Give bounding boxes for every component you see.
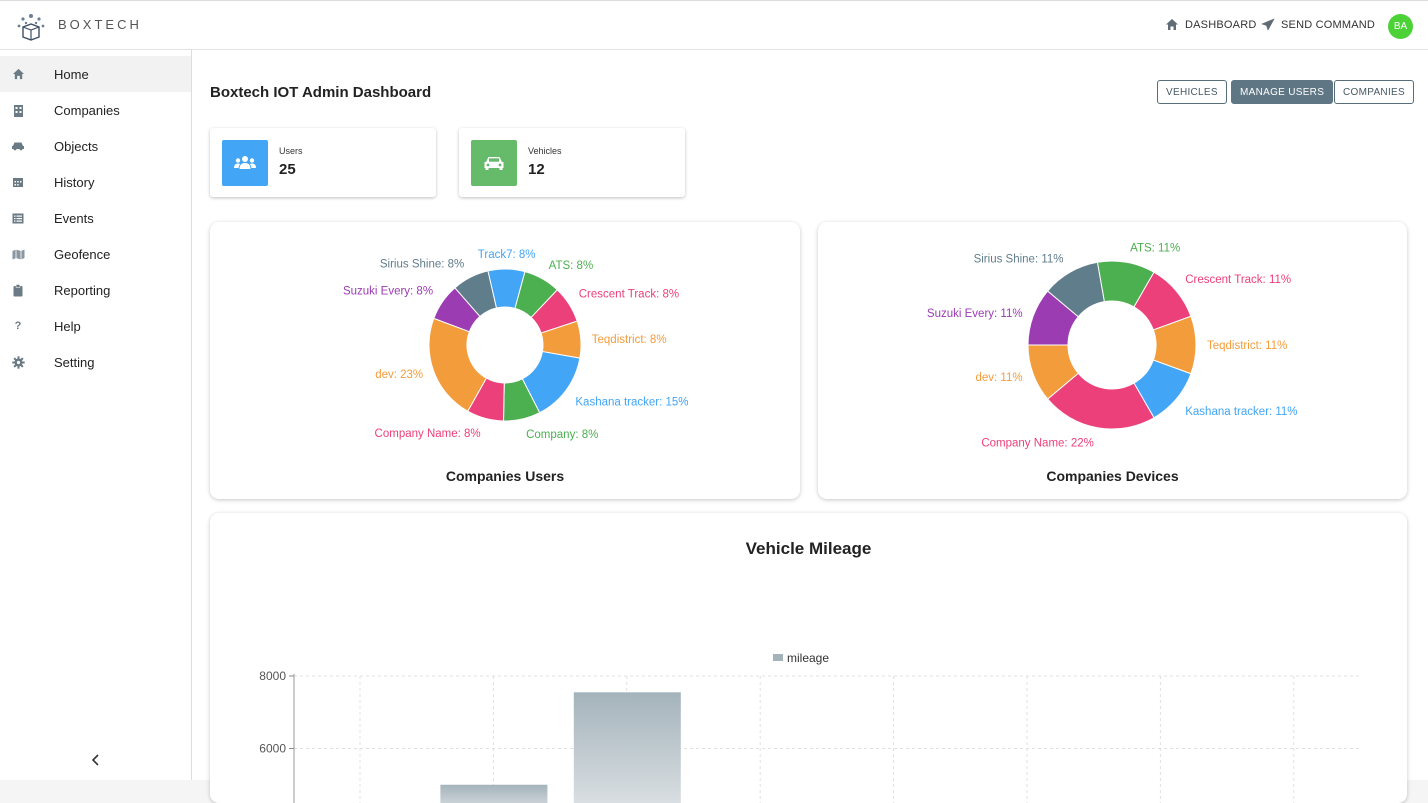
sidebar-item-companies[interactable]: Companies <box>0 92 191 128</box>
vehicle-mileage-chart: 400060008000mileage <box>259 651 1362 803</box>
list-icon <box>11 211 25 225</box>
nav-dashboard[interactable]: DASHBOARD <box>1165 18 1256 31</box>
users-stat-label: Users <box>279 146 303 156</box>
vehicles-button[interactable]: VEHICLES <box>1157 80 1227 104</box>
companies-users-title: Companies Users <box>445 468 565 484</box>
sidebar-item-events[interactable]: Events <box>0 200 191 236</box>
nav-send-command[interactable]: SEND COMMAND <box>1261 18 1375 31</box>
sidebar-item-geofence[interactable]: Geofence <box>0 236 191 272</box>
y-tick-label: 8000 <box>259 669 286 683</box>
sidebar: Home Companies Objects History Events Ge… <box>0 50 192 780</box>
sidebar-item-help[interactable]: ? Help <box>0 308 191 344</box>
users-icon <box>222 140 268 186</box>
sidebar-item-label: Home <box>54 66 89 82</box>
sidebar-item-history[interactable]: History <box>0 164 191 200</box>
donut-slice[interactable] <box>1046 261 1105 318</box>
companies-users-card: Track7: 8% ATS: 8% Crescent Track: 8% Teqdi… <box>210 222 800 499</box>
companies-button[interactable]: COMPANIES <box>1334 80 1414 104</box>
collapse-sidebar-icon[interactable] <box>88 752 104 768</box>
sidebar-item-label: Setting <box>54 354 95 370</box>
sidebar-item-label: Objects <box>54 138 99 154</box>
slice-label: ATS: 11% <box>1130 242 1180 254</box>
home-icon <box>11 67 25 81</box>
home-icon <box>1166 19 1178 30</box>
main-content: Boxtech IOT Admin Dashboard VEHICLES MAN… <box>192 50 1428 803</box>
send-icon <box>1261 18 1275 31</box>
gear-icon <box>11 355 25 369</box>
map-icon <box>11 247 25 261</box>
top-bar: BOXTECH DASHBOARD SEND COMMAND BA <box>0 0 1428 50</box>
slice-label: Sirius Shine: 8% <box>380 258 464 270</box>
companies-devices-chart: ATS: 11% Crescent Track: 11% Teqdistrict: … <box>927 242 1298 450</box>
slice-label: Sirius Shine: 11% <box>974 253 1064 265</box>
sidebar-item-home[interactable]: Home <box>0 56 191 92</box>
slice-label: Teqdistrict: 11% <box>1207 340 1287 352</box>
mileage-bar[interactable] <box>440 784 548 803</box>
legend-label[interactable]: mileage <box>787 651 829 665</box>
car-icon <box>11 139 25 153</box>
vehicles-stat-value: 12 <box>528 161 545 178</box>
page-title: Boxtech IOT Admin Dashboard <box>210 84 432 101</box>
sidebar-item-label: Events <box>54 210 94 226</box>
y-tick-label: 6000 <box>259 742 286 756</box>
calendar-icon <box>11 175 25 189</box>
slice-label: Kashana tracker: 11% <box>1185 406 1297 418</box>
companies-users-chart: Track7: 8% ATS: 8% Crescent Track: 8% Teqdi… <box>343 249 689 441</box>
vehicle-mileage-title: Vehicle Mileage <box>745 539 872 558</box>
users-stat-value: 25 <box>279 161 296 178</box>
brand-name: BOXTECH <box>58 17 142 32</box>
companies-devices-title: Companies Devices <box>1046 468 1179 484</box>
users-stat-card[interactable]: Users 25 <box>210 128 436 197</box>
sidebar-item-reporting[interactable]: Reporting <box>0 272 191 308</box>
user-avatar[interactable]: BA <box>1388 14 1413 39</box>
slice-label: Kashana tracker: 15% <box>575 396 688 408</box>
slice-label: Teqdistrict: 8% <box>592 334 667 346</box>
car-icon <box>471 140 517 186</box>
slice-label: Company: 8% <box>526 429 598 441</box>
vehicle-mileage-card: Vehicle Mileage 400060008000mileage <box>210 513 1407 803</box>
vehicles-stat-label: Vehicles <box>528 146 562 156</box>
companies-devices-card: ATS: 11% Crescent Track: 11% Teqdistrict: … <box>818 222 1407 499</box>
building-icon <box>11 103 25 117</box>
donut-slice[interactable] <box>454 270 498 318</box>
slice-label: Track7: 8% <box>478 249 536 261</box>
sidebar-item-label: Geofence <box>54 246 111 262</box>
sidebar-item-label: Reporting <box>54 282 111 298</box>
mileage-bar[interactable] <box>573 692 681 803</box>
sidebar-item-label: History <box>54 174 95 190</box>
slice-label: Suzuki Every: 8% <box>343 286 433 298</box>
slice-label: ATS: 8% <box>549 260 594 272</box>
slice-label: dev: 11% <box>975 372 1022 384</box>
vehicles-stat-card[interactable]: Vehicles 12 <box>459 128 685 197</box>
slice-label: dev: 23% <box>375 369 423 381</box>
manage-users-button[interactable]: MANAGE USERS <box>1231 80 1334 104</box>
slice-label: Company Name: 22% <box>981 438 1094 450</box>
nav-send-command-label: SEND COMMAND <box>1281 18 1376 31</box>
sidebar-item-setting[interactable]: Setting <box>0 344 191 380</box>
slice-label: Company Name: 8% <box>375 428 481 440</box>
legend-swatch <box>773 654 783 661</box>
sidebar-item-label: Help <box>54 318 81 334</box>
slice-label: Crescent Track: 11% <box>1185 274 1291 286</box>
slice-label: Crescent Track: 8% <box>579 288 679 300</box>
question-icon: ? <box>14 320 22 332</box>
boxtech-logo[interactable] <box>14 10 48 44</box>
clipboard-icon <box>11 283 25 297</box>
sidebar-item-objects[interactable]: Objects <box>0 128 191 164</box>
nav-dashboard-label: DASHBOARD <box>1185 18 1257 31</box>
sidebar-item-label: Companies <box>54 102 120 118</box>
slice-label: Suzuki Every: 11% <box>927 308 1023 320</box>
